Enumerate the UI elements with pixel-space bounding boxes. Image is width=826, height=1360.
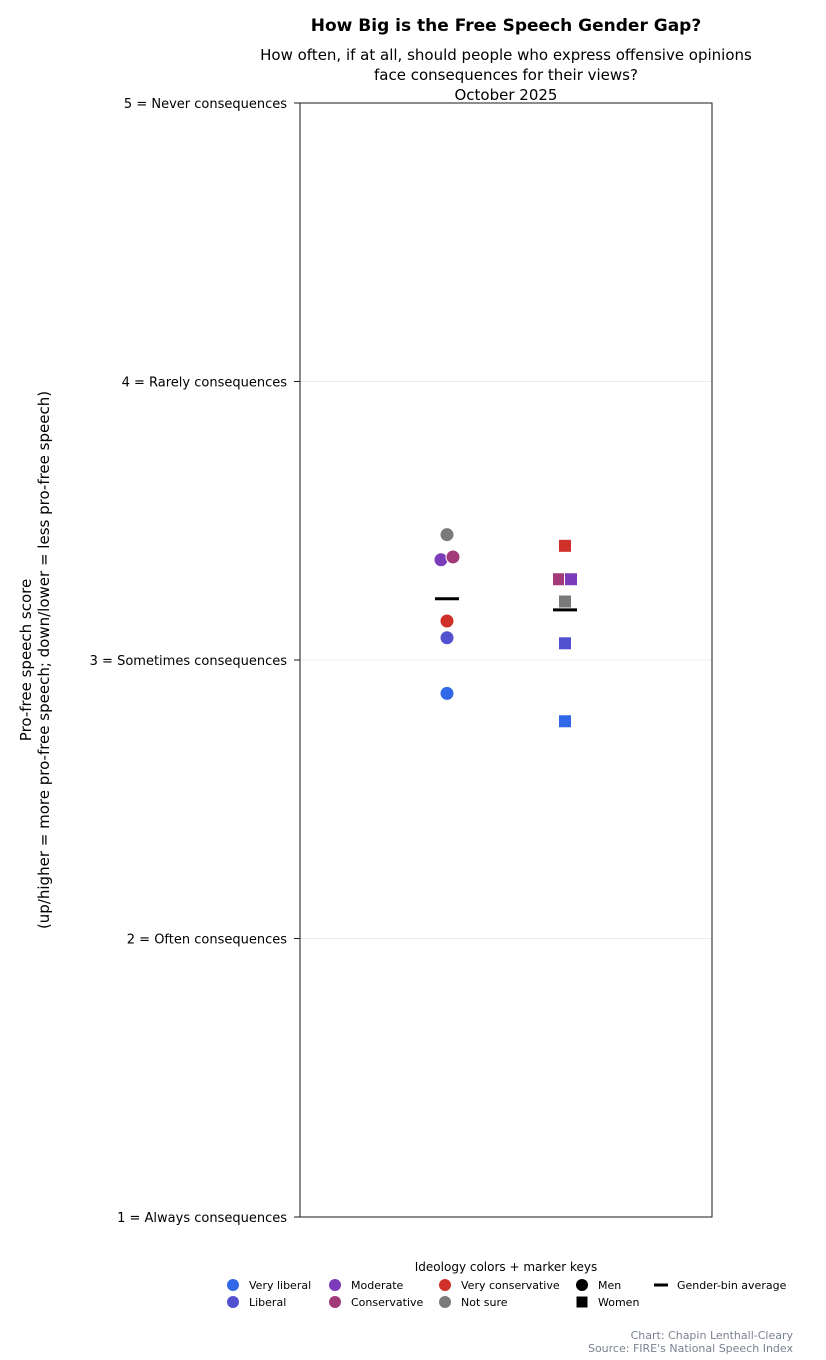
y-axis-label-line-2: (up/higher = more pro-free speech; down/… — [35, 391, 53, 929]
legend-liberal-label: Liberal — [249, 1296, 286, 1309]
legend-moderate-label: Moderate — [351, 1279, 404, 1292]
y-tick-label: 5 = Never consequences — [124, 97, 287, 112]
legend-title: Ideology colors + marker keys — [415, 1260, 597, 1274]
legend-women-label: Women — [598, 1296, 639, 1309]
credit-chart: Chart: Chapin Lenthall-Cleary — [631, 1329, 794, 1342]
y-tick-label: 3 = Sometimes consequences — [90, 654, 288, 669]
chart-title: How Big is the Free Speech Gender Gap? — [311, 16, 701, 36]
legend-not-sure-marker — [439, 1296, 451, 1308]
point-women-conservative — [552, 572, 566, 587]
y-axis-label-line-1: Pro-free speech score — [17, 579, 35, 741]
chart-subtitle-line-2: face consequences for their views? — [374, 66, 638, 84]
legend-not-sure-label: Not sure — [461, 1296, 508, 1309]
legend-men-marker — [576, 1279, 588, 1291]
legend-men-label: Men — [598, 1279, 621, 1292]
legend-very-conservative-marker — [439, 1279, 451, 1291]
legend-conservative-label: Conservative — [351, 1296, 424, 1309]
point-men-liberal — [439, 630, 455, 646]
y-tick-label: 2 = Often consequences — [127, 933, 287, 948]
legend-moderate-marker — [329, 1279, 341, 1291]
point-women-not-sure — [558, 594, 572, 609]
point-men-not-sure — [439, 527, 455, 543]
chart-subtitle-line-3: October 2025 — [455, 86, 558, 104]
grid-lines — [300, 381, 712, 939]
point-women-liberal — [558, 636, 572, 651]
legend-very-liberal-label: Very liberal — [249, 1279, 311, 1292]
data-marks — [433, 527, 578, 729]
legend-gender-bin-average-label: Gender-bin average — [677, 1279, 787, 1292]
point-men-very-conservative — [439, 613, 455, 629]
legend: Ideology colors + marker keys Very liber… — [227, 1260, 787, 1309]
y-tick-label: 1 = Always consequences — [117, 1211, 287, 1226]
y-axis-ticks: 5 = Never consequences 4 = Rarely consequ… — [90, 97, 300, 1226]
legend-items: Very liberal Liberal Moderate Conservative V… — [227, 1279, 787, 1309]
legend-conservative-marker — [329, 1296, 341, 1308]
point-women-moderate — [564, 572, 578, 587]
legend-women-marker — [576, 1296, 588, 1308]
credit-source: Source: FIRE's National Speech Index — [588, 1342, 794, 1355]
point-women-very-conservative — [558, 538, 572, 553]
chart-subtitle-line-1: How often, if at all, should people who … — [260, 46, 752, 64]
point-women-very-liberal — [558, 714, 572, 729]
legend-very-liberal-marker — [227, 1279, 239, 1291]
legend-liberal-marker — [227, 1296, 239, 1308]
point-men-very-liberal — [439, 685, 455, 701]
y-tick-label: 4 = Rarely consequences — [122, 376, 288, 391]
point-men-conservative — [445, 549, 461, 565]
legend-very-conservative-label: Very conservative — [461, 1279, 560, 1292]
